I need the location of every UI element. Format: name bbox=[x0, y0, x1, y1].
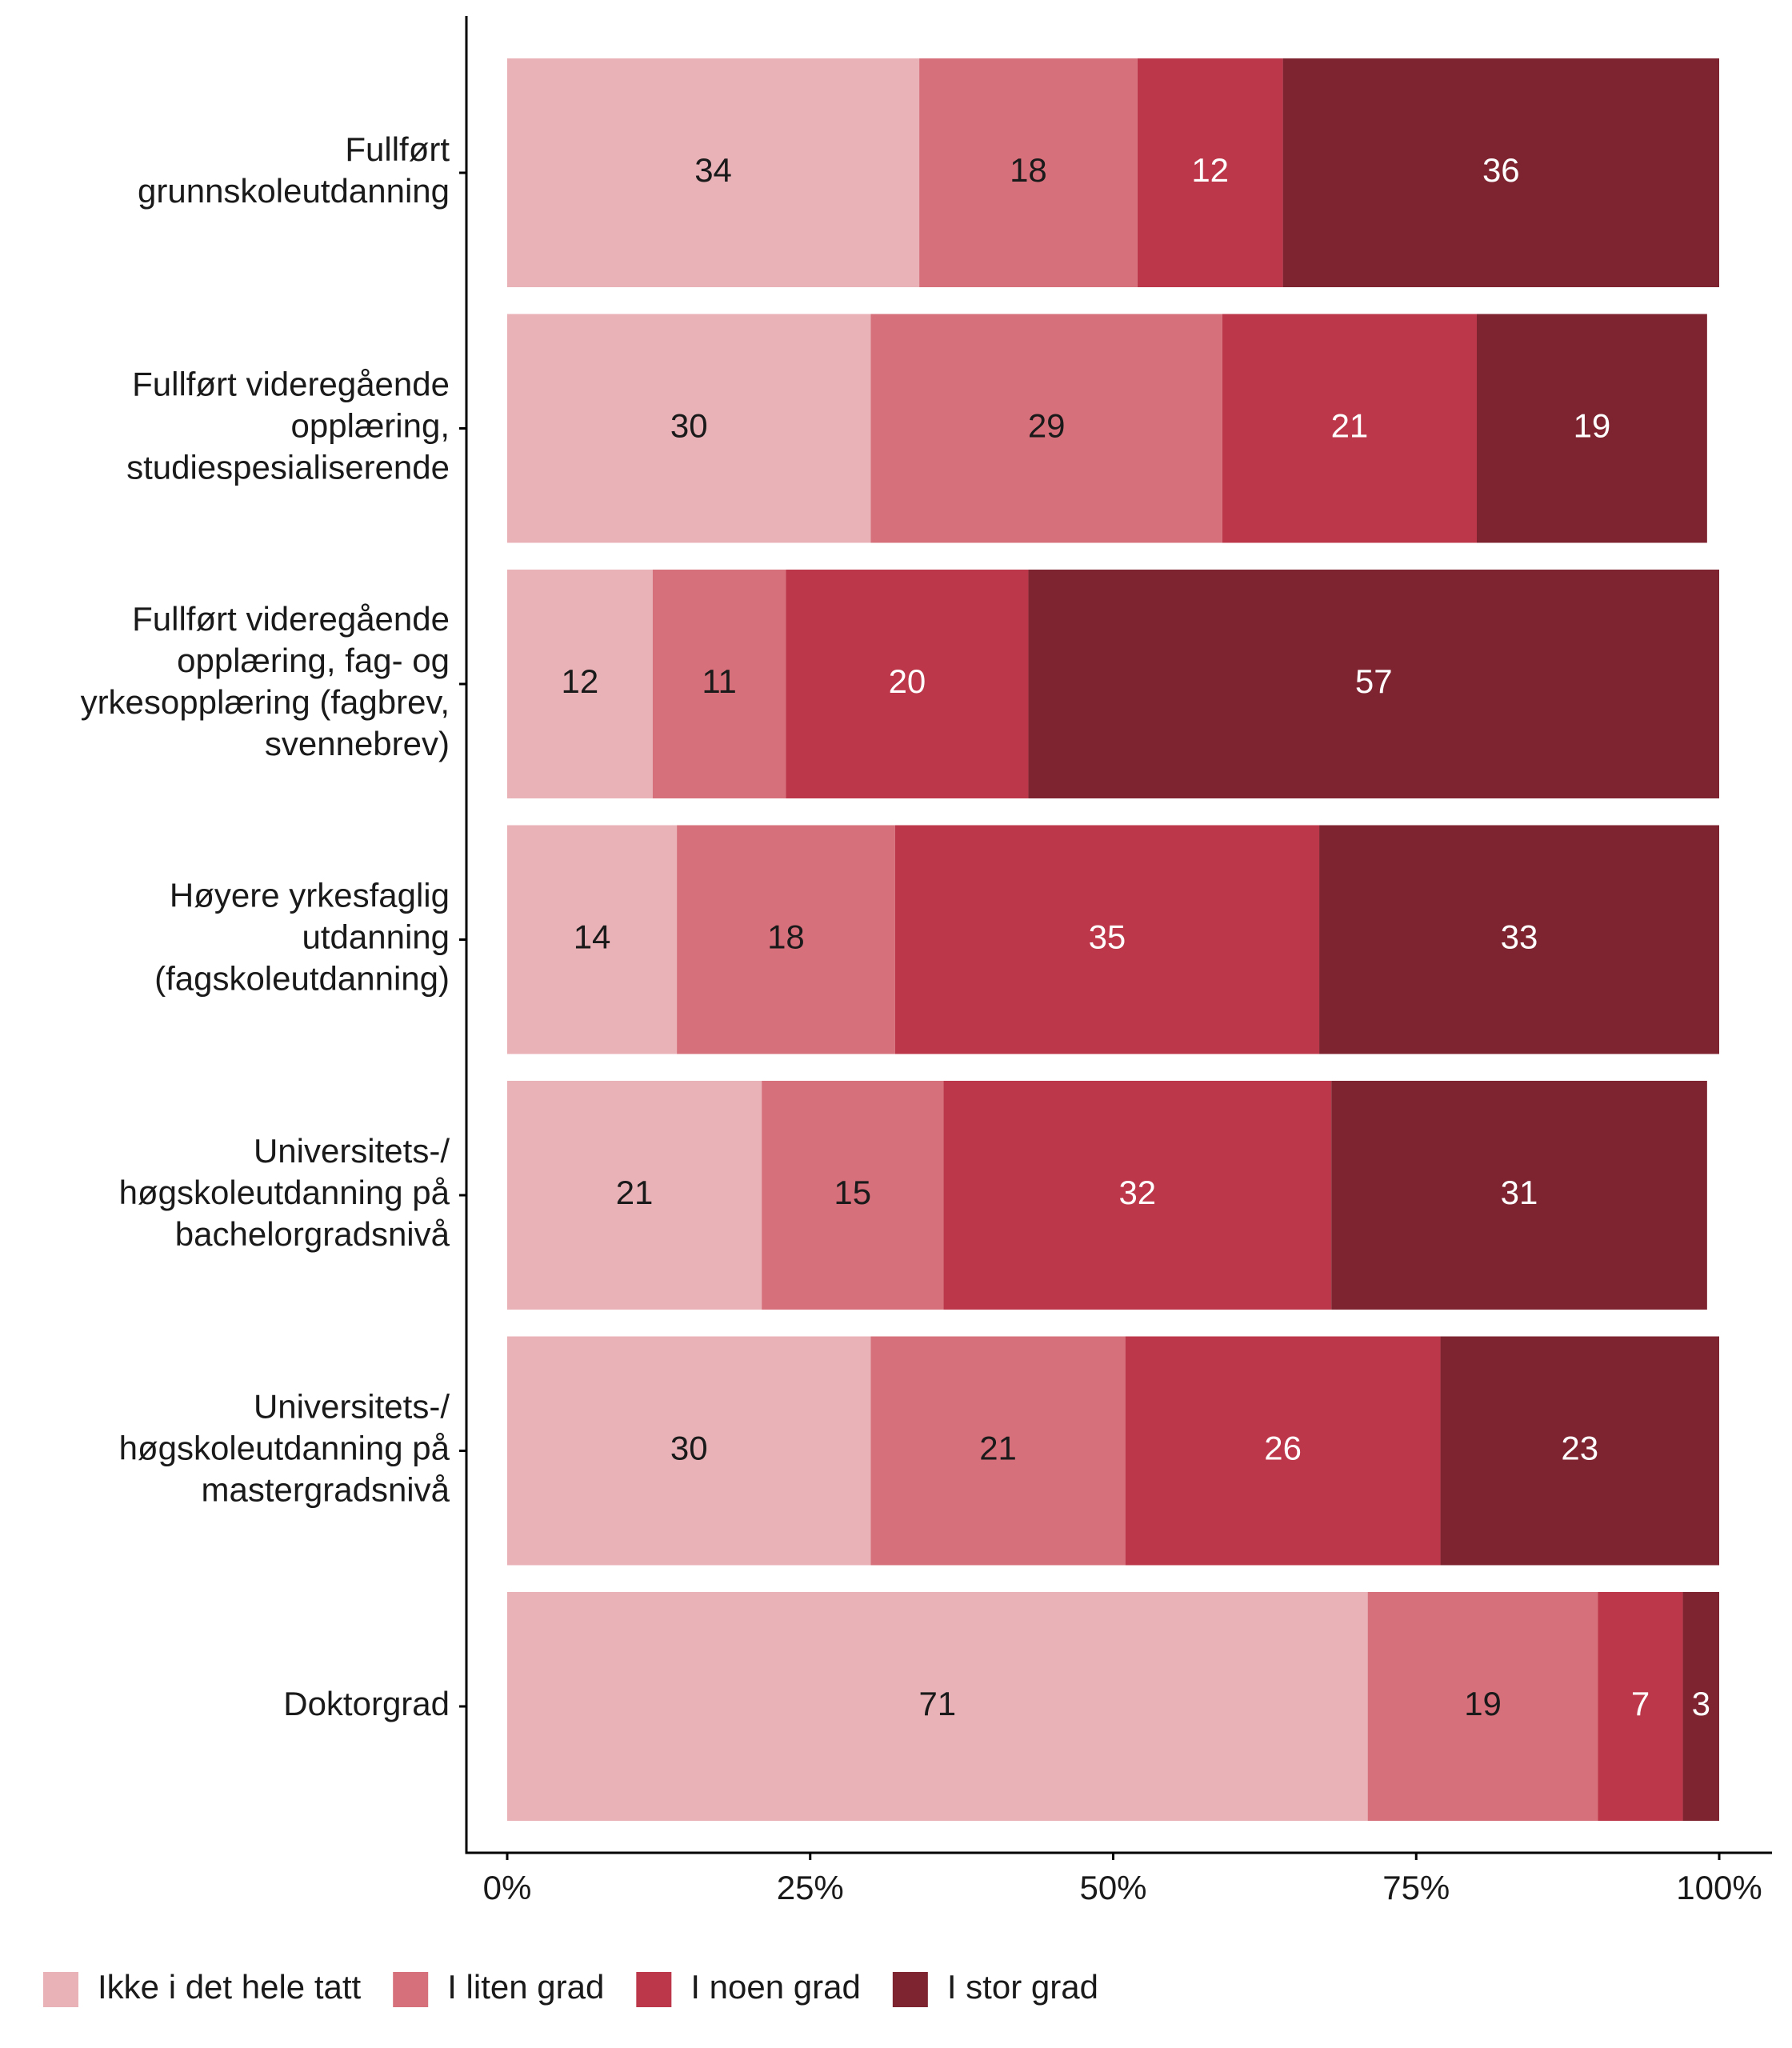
y-tick-label: Universitets-/høgskoleutdanning på bachel… bbox=[119, 1132, 450, 1253]
bar-segment bbox=[1125, 1336, 1441, 1566]
data-label: 33 bbox=[1501, 918, 1538, 956]
y-tick-label: Fullført grunnskoleutdanning bbox=[138, 130, 450, 210]
bar-segment bbox=[1028, 570, 1719, 798]
bar-segment bbox=[507, 314, 871, 543]
y-tick-label: Høyere yrkesfaglig utdanning (fagskoleutda… bbox=[154, 877, 450, 998]
bar-segment bbox=[1598, 1592, 1683, 1821]
bar-segment bbox=[1331, 1081, 1707, 1310]
y-tick-label: Fullført videregående opplæring, studiespe… bbox=[126, 366, 450, 486]
legend-label: I stor grad bbox=[947, 1968, 1098, 2006]
data-label: 11 bbox=[702, 662, 737, 700]
x-tick-label: 75% bbox=[1382, 1869, 1450, 1906]
data-label: 29 bbox=[1028, 407, 1066, 445]
legend-swatch bbox=[892, 1972, 928, 2007]
bar-segment bbox=[507, 58, 920, 287]
data-label: 18 bbox=[1010, 151, 1047, 189]
data-label: 19 bbox=[1574, 407, 1611, 445]
data-label: 7 bbox=[1631, 1685, 1650, 1722]
x-tick-label: 25% bbox=[777, 1869, 844, 1906]
bar-segment bbox=[507, 1081, 762, 1310]
data-label: 12 bbox=[1191, 151, 1229, 189]
bar-segment bbox=[1477, 314, 1707, 543]
bar-segment bbox=[1137, 58, 1283, 287]
y-tick-label: Universitets-/høgskoleutdanning på master… bbox=[119, 1388, 450, 1509]
bar-segment bbox=[1319, 825, 1719, 1054]
bar-segment bbox=[943, 1081, 1332, 1310]
data-label: 71 bbox=[918, 1685, 956, 1722]
bar-segment bbox=[870, 314, 1222, 543]
data-label: 3 bbox=[1692, 1685, 1710, 1722]
data-label: 14 bbox=[574, 918, 611, 956]
bar-segment bbox=[507, 1336, 871, 1566]
data-label: 30 bbox=[670, 1430, 708, 1467]
data-label: 30 bbox=[670, 407, 708, 445]
x-tick-label: 0% bbox=[483, 1869, 532, 1906]
bar-segment bbox=[1440, 1336, 1719, 1566]
data-label: 26 bbox=[1264, 1430, 1302, 1467]
data-label: 18 bbox=[767, 918, 805, 956]
bar-segment bbox=[786, 570, 1029, 798]
x-tick-label: 50% bbox=[1079, 1869, 1146, 1906]
bar-segment bbox=[1282, 58, 1719, 287]
data-label: 57 bbox=[1355, 662, 1393, 700]
bar-segment bbox=[507, 570, 653, 798]
data-label: 21 bbox=[1331, 407, 1369, 445]
bar-segment bbox=[677, 825, 895, 1054]
bar-segment bbox=[652, 570, 786, 798]
data-label: 23 bbox=[1561, 1430, 1598, 1467]
data-label: 21 bbox=[979, 1430, 1017, 1467]
legend-label: I noen grad bbox=[690, 1968, 861, 2006]
bar-segment bbox=[870, 1336, 1126, 1566]
bar-segment bbox=[507, 825, 678, 1054]
data-label: 15 bbox=[834, 1174, 871, 1211]
data-label: 34 bbox=[694, 151, 732, 189]
legend-swatch bbox=[43, 1972, 78, 2007]
data-label: 32 bbox=[1118, 1174, 1156, 1211]
data-label: 19 bbox=[1464, 1685, 1502, 1722]
bar-segment bbox=[1222, 314, 1477, 543]
data-label: 36 bbox=[1482, 151, 1520, 189]
data-label: 20 bbox=[889, 662, 926, 700]
bar-segment bbox=[919, 58, 1138, 287]
bar-segment bbox=[507, 1592, 1368, 1821]
bar-segment bbox=[894, 825, 1320, 1054]
legend-label: I liten grad bbox=[447, 1968, 604, 2006]
y-tick-label: Fullført videregående opplæring, fag- og y… bbox=[81, 600, 450, 762]
data-label: 12 bbox=[562, 662, 599, 700]
y-tick-label: Doktorgrad bbox=[283, 1685, 450, 1722]
data-label: 35 bbox=[1089, 918, 1126, 956]
data-label: 31 bbox=[1501, 1174, 1538, 1211]
legend-swatch bbox=[636, 1972, 672, 2007]
bar-segment bbox=[762, 1081, 944, 1310]
x-tick-label: 100% bbox=[1676, 1869, 1762, 1906]
legend-swatch bbox=[393, 1972, 429, 2007]
bar-segment bbox=[1367, 1592, 1598, 1821]
data-label: 21 bbox=[616, 1174, 654, 1211]
legend-label: Ikke i det hele tatt bbox=[98, 1968, 362, 2006]
bar-segment bbox=[1682, 1592, 1719, 1821]
